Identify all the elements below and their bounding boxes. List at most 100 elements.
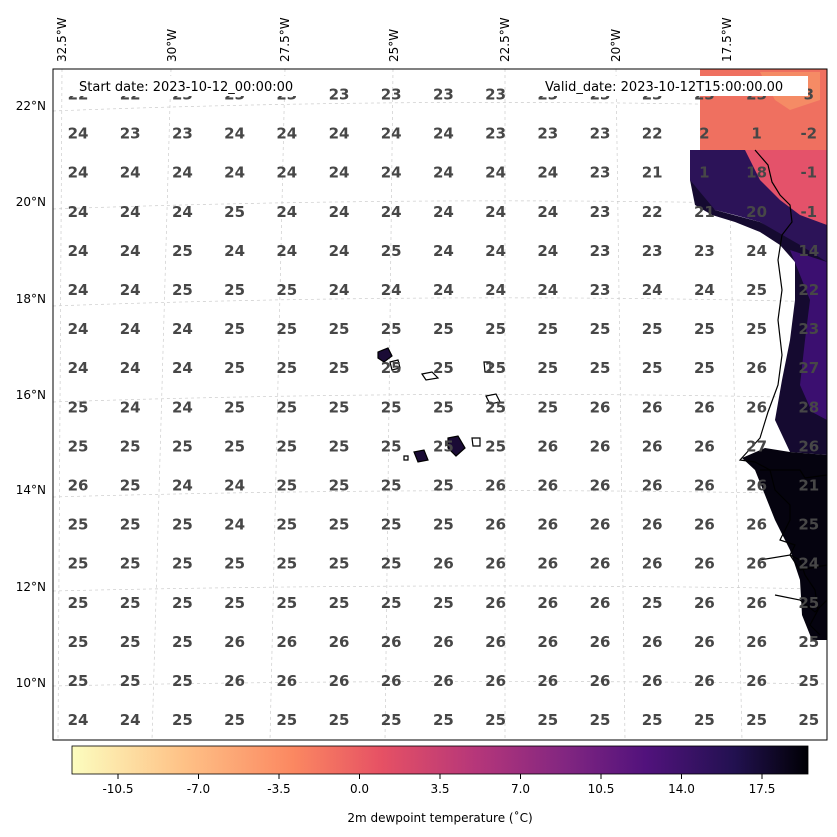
grid-value: 24 <box>329 281 350 299</box>
grid-value: 25 <box>590 711 611 729</box>
grid-value: 26 <box>694 633 715 651</box>
grid-value: 24 <box>120 242 141 260</box>
grid-value: 26 <box>590 594 611 612</box>
grid-value: 25 <box>224 203 245 221</box>
grid-value: 24 <box>224 125 245 143</box>
grid-value: 26 <box>642 437 663 455</box>
grid-value: 25 <box>172 242 193 260</box>
grid-value: 26 <box>329 633 350 651</box>
grid-value: 24 <box>120 711 141 729</box>
grid-value: 26 <box>590 437 611 455</box>
grid-value: 23 <box>381 86 402 104</box>
grid-value: 25 <box>224 594 245 612</box>
grid-value: 22 <box>642 125 663 143</box>
grid-value: 25 <box>433 594 454 612</box>
grid-value: 2 <box>699 125 709 143</box>
grid-value: 25 <box>276 477 297 495</box>
grid-value: 24 <box>120 359 141 377</box>
grid-value: 25 <box>172 281 193 299</box>
grid-value: 26 <box>433 555 454 573</box>
grid-value: 24 <box>276 125 297 143</box>
grid-value: 26 <box>746 594 767 612</box>
latitude-label: 14°N <box>16 483 46 497</box>
grid-value: 25 <box>120 555 141 573</box>
grid-value: 26 <box>381 633 402 651</box>
grid-value: 25 <box>329 477 350 495</box>
grid-value: 25 <box>642 594 663 612</box>
colorbar-tick-label: 10.5 <box>588 782 615 796</box>
grid-value: 25 <box>433 437 454 455</box>
grid-value: 24 <box>68 242 89 260</box>
grid-value: 26 <box>746 398 767 416</box>
grid-value: 25 <box>433 398 454 416</box>
grid-value: 25 <box>224 437 245 455</box>
grid-value: 24 <box>68 281 89 299</box>
grid-value: 25 <box>381 711 402 729</box>
grid-value: 25 <box>433 359 454 377</box>
grid-value: 25 <box>485 359 506 377</box>
colorbar-tick-label: 17.5 <box>749 782 776 796</box>
grid-value: 25 <box>485 320 506 338</box>
grid-value: 24 <box>537 281 558 299</box>
grid-value: 23 <box>590 125 611 143</box>
longitude-label: 20°W <box>609 29 623 62</box>
grid-value: 25 <box>329 516 350 534</box>
grid-value: 24 <box>68 203 89 221</box>
latitude-label: 16°N <box>16 388 46 402</box>
grid-value: 26 <box>694 437 715 455</box>
grid-value: 23 <box>485 86 506 104</box>
grid-value: 26 <box>746 359 767 377</box>
grid-value: 24 <box>120 164 141 182</box>
start-date-label: Start date: 2023-10-12_00:00:00 <box>79 80 293 95</box>
grid-value: 25 <box>537 398 558 416</box>
grid-value: 24 <box>172 164 193 182</box>
grid-value: 24 <box>172 359 193 377</box>
grid-value: 26 <box>746 477 767 495</box>
grid-value: 25 <box>537 711 558 729</box>
grid-value: 26 <box>433 672 454 690</box>
grid-value: 25 <box>329 398 350 416</box>
grid-value: 25 <box>224 359 245 377</box>
grid-value: 1 <box>751 125 761 143</box>
grid-value: 24 <box>276 164 297 182</box>
grid-value: 24 <box>224 242 245 260</box>
grid-value: 25 <box>68 555 89 573</box>
grid-value: 23 <box>172 125 193 143</box>
grid-value: 25 <box>329 711 350 729</box>
grid-value: 24 <box>433 203 454 221</box>
grid-value: 25 <box>224 281 245 299</box>
grid-value: 24 <box>485 203 506 221</box>
grid-value: 24 <box>120 398 141 416</box>
grid-value: 25 <box>276 437 297 455</box>
grid-value: 25 <box>485 437 506 455</box>
grid-value: 25 <box>433 320 454 338</box>
grid-value: 22 <box>798 281 819 299</box>
grid-value: 26 <box>537 516 558 534</box>
colorbar-tick-label: 3.5 <box>430 782 449 796</box>
grid-value: 24 <box>433 164 454 182</box>
longitude-label: 30°W <box>165 29 179 62</box>
grid-value: 26 <box>642 398 663 416</box>
grid-value: 25 <box>746 320 767 338</box>
grid-value: 24 <box>642 281 663 299</box>
grid-value: 25 <box>68 398 89 416</box>
grid-value: 26 <box>485 477 506 495</box>
grid-value: 25 <box>68 437 89 455</box>
grid-value: 14 <box>798 242 819 260</box>
grid-value: 1 <box>699 164 709 182</box>
grid-value: 25 <box>276 555 297 573</box>
grid-value: 26 <box>224 672 245 690</box>
grid-value: 24 <box>746 242 767 260</box>
grid-value: 25 <box>68 633 89 651</box>
grid-value: 26 <box>746 555 767 573</box>
grid-value: 26 <box>642 633 663 651</box>
grid-value: 20 <box>746 203 767 221</box>
grid-value: 25 <box>642 711 663 729</box>
grid-value: 24 <box>68 320 89 338</box>
grid-value: 25 <box>329 555 350 573</box>
grid-value: 25 <box>433 711 454 729</box>
coastline <box>377 149 827 636</box>
grid-value: 23 <box>694 242 715 260</box>
grid-value: 26 <box>590 477 611 495</box>
grid-value: 25 <box>694 359 715 377</box>
